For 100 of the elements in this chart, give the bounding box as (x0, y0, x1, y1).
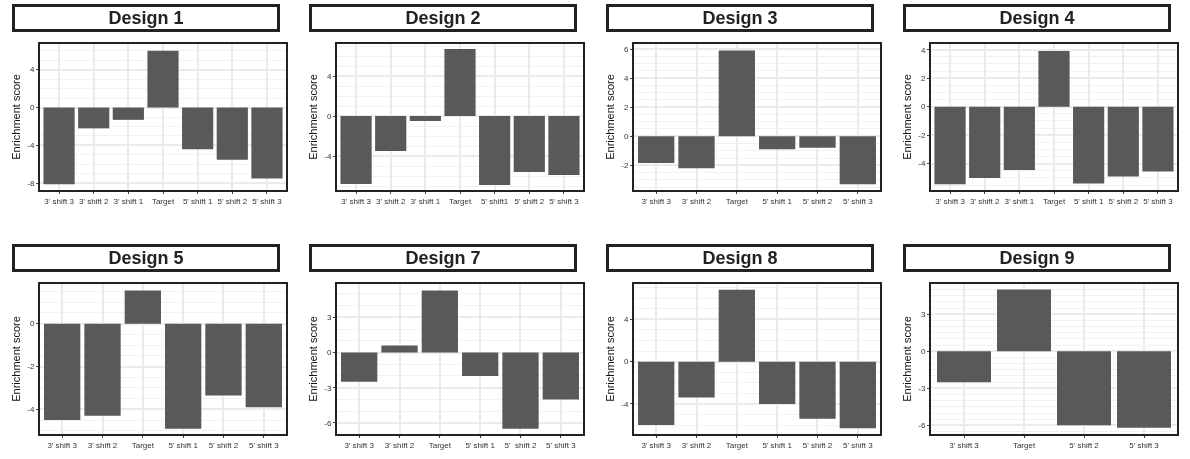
x-tick-label: 3' shift 2 (384, 440, 415, 450)
y-tick-label: 0 (623, 132, 629, 142)
x-tick-label: 5' shift 2 (1108, 196, 1139, 206)
y-tick-label: -3 (918, 384, 926, 394)
y-tick-label: 0 (326, 348, 332, 358)
x-tick-label: 3' shift 2 (681, 440, 712, 450)
bar (542, 352, 579, 400)
y-axis-title: Enrichment score (10, 74, 23, 160)
y-tick-label: 4 (623, 73, 629, 83)
x-tick-label: 5' shift 3 (843, 440, 874, 450)
x-tick-label: 5' shift 2 (802, 196, 833, 206)
x-tick-label: Target (1012, 440, 1036, 450)
y-tick-label: 0 (326, 111, 332, 121)
y-tick-label: 6 (623, 44, 629, 54)
x-tick-label: 5' shift 3 (1129, 440, 1160, 450)
x-tick-label: 5' shift 1 (1073, 196, 1104, 206)
x-tick-label: 5' shift 1 (762, 196, 793, 206)
y-tick-label: 4 (29, 65, 35, 75)
x-tick-label: Target (131, 440, 155, 450)
y-axis-title: Enrichment score (604, 74, 617, 160)
y-tick-label: -2 (621, 161, 629, 171)
y-tick-label: -6 (324, 418, 332, 428)
bar (381, 345, 418, 353)
y-tick-label: 0 (920, 347, 926, 357)
y-tick-label: 3 (326, 313, 332, 323)
y-tick-label: -4 (27, 141, 35, 151)
x-tick-label: 3' shift 3 (44, 196, 75, 206)
y-tick-label: 3 (920, 310, 926, 320)
x-tick-label: 5' shift 3 (843, 196, 874, 206)
x-tick-label: 5' shift 1 (168, 440, 199, 450)
x-tick-label: 5' shift 3 (249, 440, 280, 450)
chart-title: Design 1 (12, 4, 280, 32)
chart-title: Design 5 (12, 244, 280, 272)
y-axis-title: Enrichment score (10, 316, 23, 402)
x-tick-label: 5' shift 2 (1069, 440, 1100, 450)
y-tick-label: -6 (918, 421, 926, 431)
x-tick-label: Target (428, 440, 452, 450)
y-axis-title: Enrichment score (901, 74, 914, 160)
y-axis-title: Enrichment score (901, 316, 914, 402)
chart-title: Design 4 (903, 4, 1171, 32)
bar (421, 290, 458, 353)
y-tick-label: -4 (324, 151, 332, 161)
x-tick-label: 3' shift 3 (47, 440, 78, 450)
y-tick-label: -2 (918, 130, 926, 140)
y-tick-label: -3 (324, 383, 332, 393)
x-tick-label: Target (1042, 196, 1066, 206)
bar (341, 352, 378, 382)
x-tick-label: 3' shift 3 (935, 196, 966, 206)
x-tick-label: 3' shift 2 (375, 196, 407, 206)
x-tick-label: 5' shift 1 (182, 196, 213, 206)
y-tick-label: 0 (623, 357, 629, 367)
x-tick-label: 3' shift 3 (344, 440, 375, 450)
y-tick-label: 4 (920, 45, 926, 55)
chart-title: Design 3 (606, 4, 874, 32)
x-tick-label: 5' shift 2 (514, 196, 545, 206)
x-tick-label: 5' shift 2 (217, 196, 248, 206)
y-tick-label: 4 (326, 71, 332, 81)
y-tick-label: -4 (918, 159, 926, 169)
chart-title: Design 2 (309, 4, 577, 32)
y-tick-label: 4 (623, 315, 629, 325)
x-tick-label: 3' shift 1 (1004, 196, 1035, 206)
x-tick-label: 3' shift 2 (78, 196, 110, 206)
y-tick-label: 2 (920, 73, 926, 83)
x-tick-label: 5' shift 3 (252, 196, 283, 206)
x-tick-label: 5' shift 3 (1143, 196, 1174, 206)
y-axis-title: Enrichment score (307, 74, 320, 160)
x-tick-label: Target (448, 196, 472, 206)
y-axis-title: Enrichment score (604, 316, 617, 402)
x-tick-label: 5' shift 2 (208, 440, 239, 450)
chart-title: Design 9 (903, 244, 1171, 272)
x-tick-label: 3' shift 2 (969, 196, 1001, 206)
bar (502, 352, 539, 429)
x-tick-label: 3' shift 3 (949, 440, 980, 450)
x-tick-label: 5' shift 1 (465, 440, 496, 450)
chart-title: Design 8 (606, 244, 874, 272)
y-tick-label: 0 (29, 319, 35, 329)
x-tick-label: 5' shift 3 (546, 440, 577, 450)
x-tick-label: 3' shift 2 (87, 440, 118, 450)
x-tick-label: 5' shift 2 (802, 440, 833, 450)
y-tick-label: 0 (920, 102, 926, 112)
y-tick-label: -4 (621, 399, 629, 409)
x-tick-label: 3' shift 1 (113, 196, 144, 206)
x-tick-label: 3' shift 3 (641, 440, 672, 450)
y-tick-label: -8 (27, 179, 35, 189)
y-tick-label: -2 (27, 362, 35, 372)
y-tick-label: 0 (29, 103, 35, 113)
x-tick-label: 3' shift 2 (681, 196, 712, 206)
x-tick-label: 3' shift 1 (410, 196, 441, 206)
x-tick-label: 3' shift 3 (641, 196, 672, 206)
x-tick-label: 5' shift1 (480, 196, 509, 206)
chart-title: Design 7 (309, 244, 577, 272)
x-tick-label: Target (151, 196, 175, 206)
bar (462, 352, 499, 376)
y-axis-title: Enrichment score (307, 316, 320, 402)
x-tick-label: 5' shift 3 (549, 196, 580, 206)
x-tick-label: 5' shift 1 (762, 440, 793, 450)
x-tick-label: Target (725, 196, 749, 206)
y-tick-label: 2 (623, 102, 629, 112)
x-tick-label: Target (725, 440, 749, 450)
y-tick-label: -4 (27, 405, 35, 415)
